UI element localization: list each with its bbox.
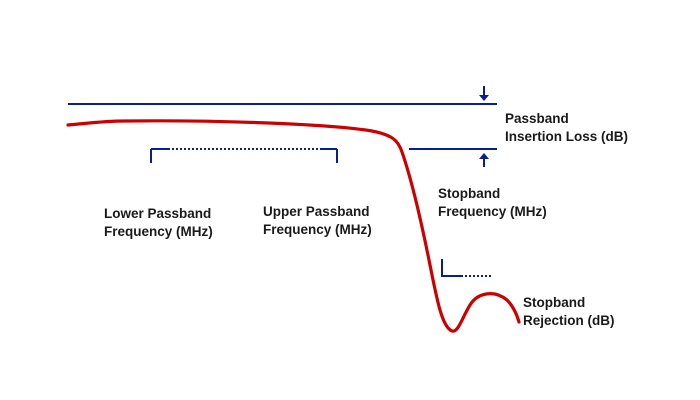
stopband-rejection-line-2: Rejection (dB) (523, 313, 615, 328)
stopband-frequency-line-1: Stopband (438, 186, 501, 201)
passband-insertion-loss-line-2: Insertion Loss (dB) (505, 129, 629, 144)
arrow-down-icon (479, 86, 489, 101)
passband-insertion-loss-line-1: Passband (505, 111, 569, 126)
filter-response-curve (66, 119, 521, 333)
upper-passband-frequency-line-1: Upper Passband (263, 204, 370, 219)
stopband-frequency-line-2: Frequency (MHz) (438, 204, 547, 219)
arrow-up-icon (479, 153, 489, 167)
lower-passband-frequency-label: Lower Passband Frequency (MHz) (104, 205, 213, 241)
stopband-rejection-bracket (441, 259, 492, 277)
passband-frequency-bracket (150, 148, 338, 163)
passband-insertion-loss-label: Passband Insertion Loss (dB) (505, 110, 628, 146)
stopband-rejection-line-1: Stopband (523, 295, 586, 310)
stopband-rejection-label: Stopband Rejection (dB) (523, 294, 615, 330)
lower-passband-frequency-line-1: Lower Passband (104, 206, 212, 221)
upper-passband-frequency-line-2: Frequency (MHz) (263, 222, 372, 237)
stopband-frequency-label: Stopband Frequency (MHz) (438, 185, 547, 221)
lower-passband-frequency-line-2: Frequency (MHz) (104, 224, 213, 239)
upper-passband-frequency-label: Upper Passband Frequency (MHz) (263, 203, 372, 239)
